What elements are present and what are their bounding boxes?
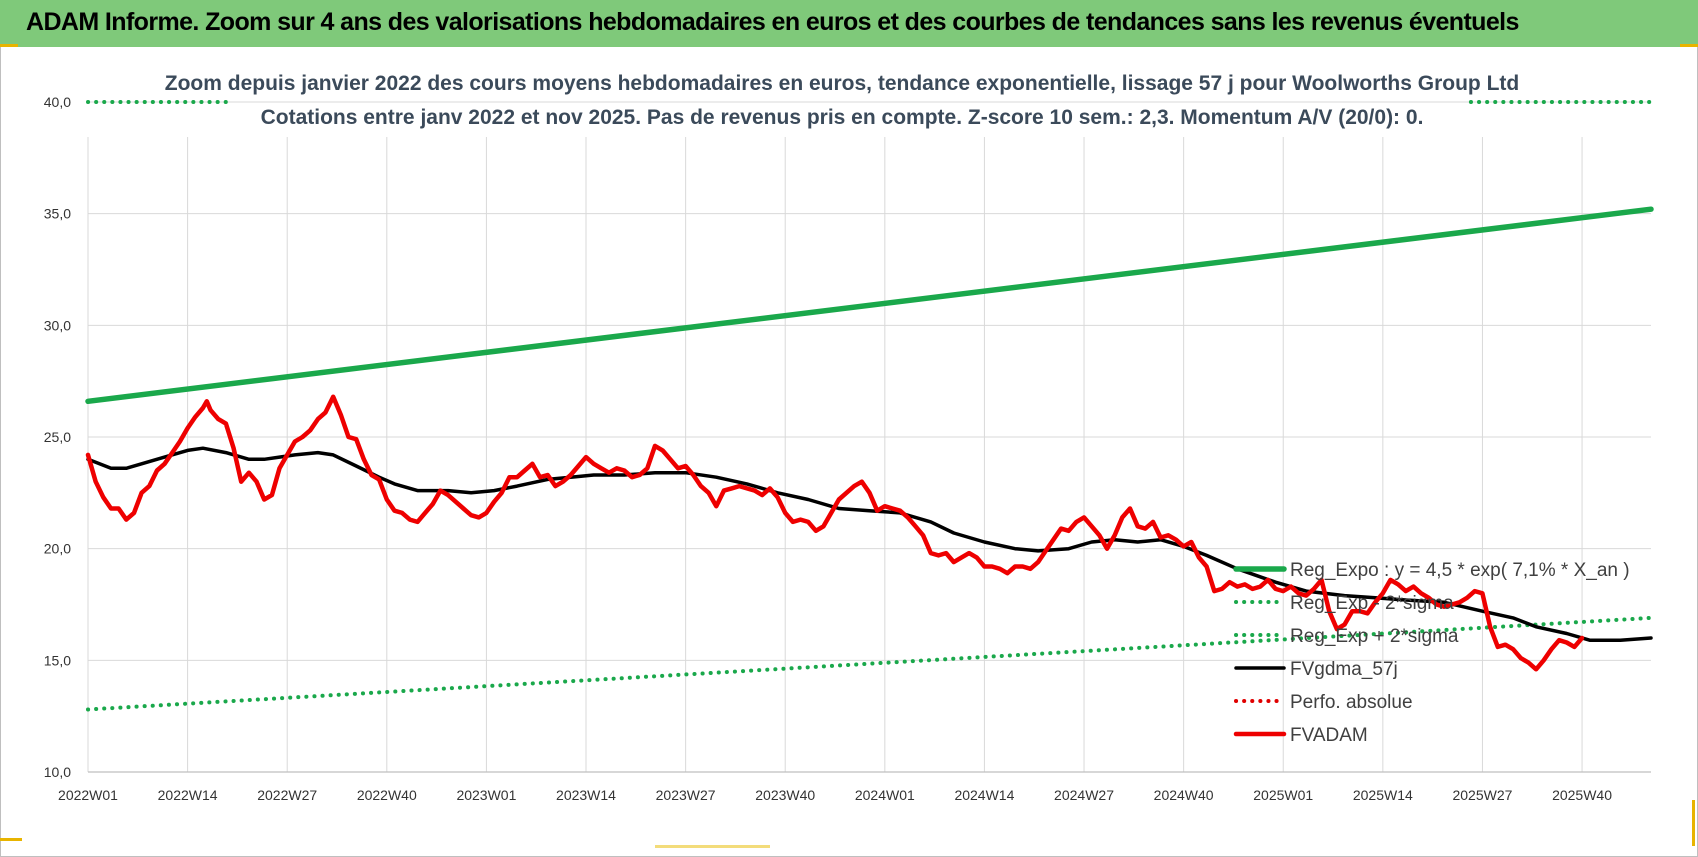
y-tick-label: 25,0 — [44, 429, 71, 445]
chart-title-line-2: Cotations entre janv 2022 et nov 2025. P… — [261, 106, 1424, 129]
x-tick-label: 2025W40 — [1552, 787, 1612, 803]
chart-series — [85, 100, 1654, 712]
corner-accent-top-left — [0, 44, 18, 47]
chart-axes: 10,0 15,0 20,0 25,0 30,0 35,0 40,0 2022W01 2022W… — [44, 94, 1651, 803]
chart-title-line-1: Zoom depuis janvier 2022 des cours moyen… — [165, 72, 1519, 95]
x-tick-label: 2024W01 — [855, 787, 915, 803]
y-tick-label: 20,0 — [44, 541, 71, 557]
x-tick-label: 2025W27 — [1452, 787, 1512, 803]
x-tick-label: 2022W01 — [58, 787, 118, 803]
y-tick-label: 40,0 — [44, 94, 71, 110]
x-tick-label: 2023W27 — [656, 787, 716, 803]
series-line-3 — [86, 446, 1653, 642]
legend-label-0: Reg_Expo : y = 4,5 * exp( 7,1% * X_an ) — [1290, 560, 1630, 581]
x-tick-label: 2024W14 — [954, 787, 1014, 803]
y-tick-label: 10,0 — [44, 764, 71, 780]
series-line-1 — [86, 615, 1653, 712]
chart-title: Zoom depuis janvier 2022 des cours moyen… — [165, 72, 1519, 129]
x-tick-label: 2022W14 — [158, 787, 218, 803]
corner-accent-bottom-center — [655, 845, 770, 848]
legend-label-5: FVADAM — [1290, 725, 1368, 746]
chart-grid — [87, 101, 1651, 773]
corner-accent-top-right — [1680, 44, 1698, 47]
y-tick-label: 15,0 — [44, 652, 71, 668]
corner-accent-bottom-left — [0, 838, 22, 841]
x-tick-label: 2024W27 — [1054, 787, 1114, 803]
legend-label-4: Perfo. absolue — [1290, 692, 1413, 713]
y-tick-label: 35,0 — [44, 206, 71, 222]
series-line-0 — [85, 206, 1654, 405]
x-tick-label: 2022W27 — [257, 787, 317, 803]
header-banner: ADAM Informe. Zoom sur 4 ans des valoris… — [0, 0, 1698, 47]
chart-legend: Reg_Expo : y = 4,5 * exp( 7,1% * X_an ) R… — [1233, 560, 1630, 746]
legend-label-3: FVgdma_57j — [1290, 659, 1398, 680]
x-tick-label: 2022W40 — [357, 787, 417, 803]
legend-label-2: Reg_Exp + 2*sigma — [1290, 626, 1459, 647]
x-tick-label: 2023W40 — [755, 787, 815, 803]
series-line-5 — [85, 394, 1585, 672]
x-tick-label: 2025W01 — [1253, 787, 1313, 803]
corner-accent-bottom-right — [1692, 800, 1695, 846]
x-tick-label: 2023W01 — [456, 787, 516, 803]
legend-label-1: Reg_Exp - 2*sigma — [1290, 593, 1454, 614]
x-tick-label: 2025W14 — [1353, 787, 1413, 803]
y-tick-label: 30,0 — [44, 317, 71, 333]
report-title: ADAM Informe. Zoom sur 4 ans des valoris… — [26, 8, 1519, 36]
x-tick-label: 2024W40 — [1154, 787, 1214, 803]
x-tick-label: 2023W14 — [556, 787, 616, 803]
